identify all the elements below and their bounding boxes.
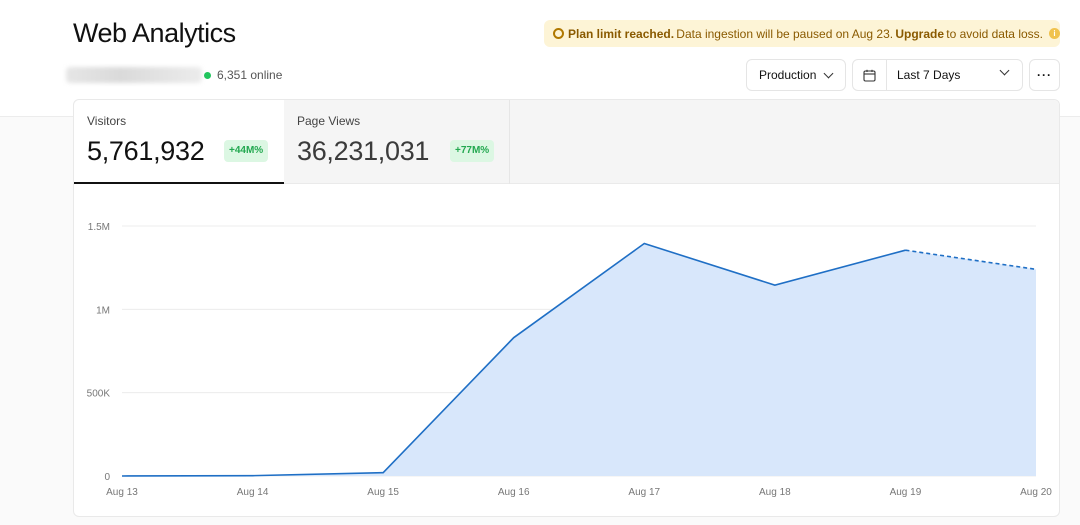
x-tick-label: Aug 13: [106, 487, 138, 498]
y-tick-label: 0: [104, 472, 110, 483]
banner-bold-text: Plan limit reached.: [568, 26, 675, 41]
date-range-picker[interactable]: Last 7 Days: [852, 59, 1023, 91]
y-tick-label: 1M: [96, 305, 110, 316]
tab-page-views[interactable]: Page Views 36,231,031 +77M%: [284, 100, 510, 184]
x-tick-label: Aug 17: [628, 487, 660, 498]
series-area: [122, 243, 1036, 476]
online-count: 6,351 online: [217, 68, 283, 82]
environment-select[interactable]: Production: [746, 59, 846, 91]
delta-badge: +77M%: [450, 140, 495, 162]
metric-tabs: Visitors 5,761,932 +44M% Page Views 36,2…: [74, 100, 1059, 184]
series-projected-line: [905, 249, 1037, 271]
series-line: [121, 242, 906, 477]
y-tick-label: 500K: [87, 389, 111, 400]
y-tick-label: 1.5M: [88, 222, 110, 233]
x-tick-label: Aug 19: [890, 487, 922, 498]
delta-badge: +44M%: [224, 140, 269, 162]
plan-limit-banner: Plan limit reached. Data ingestion will …: [544, 20, 1060, 47]
calendar-button[interactable]: [853, 60, 887, 90]
upgrade-link[interactable]: Upgrade: [895, 26, 945, 41]
metric-label: Page Views: [297, 114, 361, 128]
info-icon[interactable]: i: [1049, 28, 1060, 39]
project-name-redacted: [66, 67, 202, 83]
online-dot-icon: [204, 71, 211, 79]
date-range-label: Last 7 Days: [897, 68, 961, 82]
online-indicator: 6,351 online: [204, 68, 282, 82]
banner-suffix: to avoid data loss.: [946, 26, 1043, 41]
warning-ring-icon: [553, 28, 564, 39]
x-tick-label: Aug 16: [498, 487, 530, 498]
page-header-band: [0, 0, 1080, 117]
tab-visitors[interactable]: Visitors 5,761,932 +44M%: [74, 100, 284, 184]
x-tick-label: Aug 15: [367, 487, 399, 498]
x-tick-label: Aug 14: [237, 487, 269, 498]
more-icon: ···: [1037, 68, 1052, 82]
environment-label: Production: [759, 68, 817, 82]
x-tick-label: Aug 20: [1020, 487, 1052, 498]
calendar-icon: [863, 69, 876, 82]
metric-label: Visitors: [87, 114, 127, 128]
metric-value: 36,231,031: [297, 136, 430, 166]
x-tick-label: Aug 18: [759, 487, 791, 498]
page-title: Web Analytics: [73, 18, 236, 48]
metric-value: 5,761,932: [87, 136, 205, 166]
more-options-button[interactable]: ···: [1029, 59, 1060, 91]
banner-message: Data ingestion will be paused on Aug 23.: [676, 26, 894, 41]
